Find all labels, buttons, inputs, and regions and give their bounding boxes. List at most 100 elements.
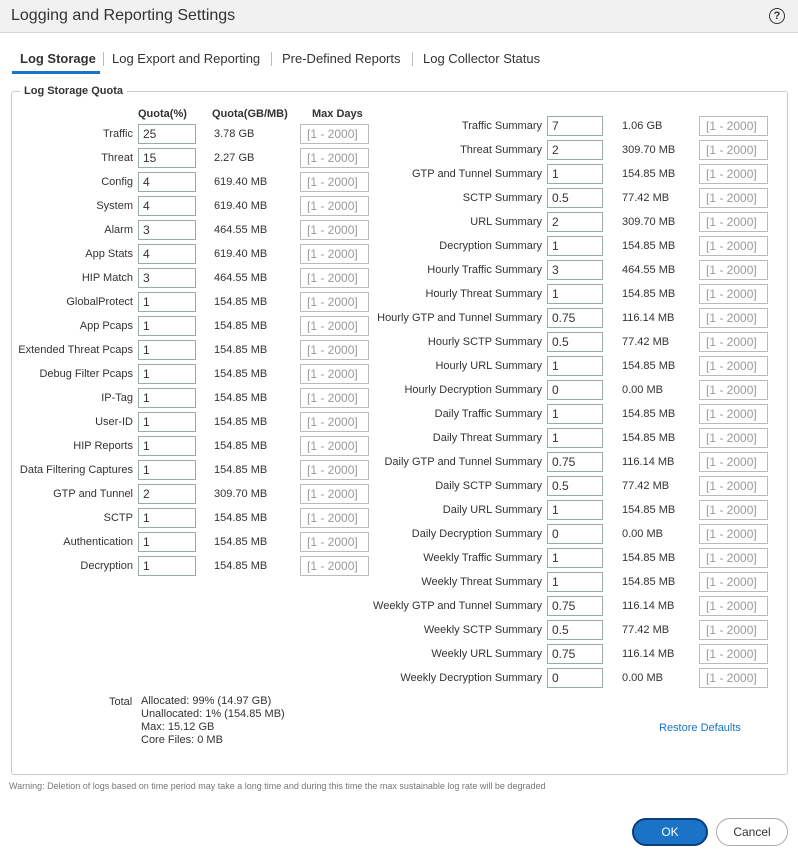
max-days-input[interactable]: [1 - 2000] <box>699 236 768 256</box>
quota-input[interactable]: 2 <box>547 140 603 160</box>
max-days-input[interactable]: [1 - 2000] <box>300 172 369 192</box>
help-icon[interactable]: ? <box>769 8 785 24</box>
quota-input[interactable]: 25 <box>138 124 196 144</box>
quota-input[interactable]: 1 <box>547 500 603 520</box>
max-days-input[interactable]: [1 - 2000] <box>699 524 768 544</box>
max-days-input[interactable]: [1 - 2000] <box>300 244 369 264</box>
quota-input[interactable]: 1 <box>138 340 196 360</box>
max-days-input[interactable]: [1 - 2000] <box>699 404 768 424</box>
max-days-input[interactable]: [1 - 2000] <box>300 412 369 432</box>
quota-input[interactable]: 0 <box>547 380 603 400</box>
max-days-input[interactable]: [1 - 2000] <box>300 484 369 504</box>
max-days-input[interactable]: [1 - 2000] <box>699 332 768 352</box>
max-days-input[interactable]: [1 - 2000] <box>699 620 768 640</box>
max-days-input[interactable]: [1 - 2000] <box>300 436 369 456</box>
row-label: Daily Threat Summary <box>432 432 542 444</box>
max-days-input[interactable]: [1 - 2000] <box>699 452 768 472</box>
quota-input[interactable]: 1 <box>547 236 603 256</box>
quota-input[interactable]: 0.5 <box>547 332 603 352</box>
quota-input[interactable]: 0.75 <box>547 644 603 664</box>
quota-input[interactable]: 15 <box>138 148 196 168</box>
quota-input[interactable]: 0.5 <box>547 476 603 496</box>
max-days-input[interactable]: [1 - 2000] <box>699 548 768 568</box>
quota-input[interactable]: 1 <box>547 284 603 304</box>
quota-input[interactable]: 1 <box>547 404 603 424</box>
max-days-input[interactable]: [1 - 2000] <box>699 116 768 136</box>
max-days-input[interactable]: [1 - 2000] <box>699 596 768 616</box>
quota-size: 0.00 MB <box>622 384 663 396</box>
quota-input[interactable]: 1 <box>138 292 196 312</box>
quota-input[interactable]: 1 <box>547 164 603 184</box>
quota-input[interactable]: 1 <box>547 356 603 376</box>
quota-input[interactable]: 1 <box>547 428 603 448</box>
quota-input[interactable]: 1 <box>138 460 196 480</box>
max-days-input[interactable]: [1 - 2000] <box>699 476 768 496</box>
quota-input[interactable]: 3 <box>547 260 603 280</box>
max-days-input[interactable]: [1 - 2000] <box>300 316 369 336</box>
tab[interactable]: Pre-Defined Reports <box>282 51 401 66</box>
restore-defaults-link[interactable]: Restore Defaults <box>659 722 741 734</box>
quota-input[interactable]: 0.5 <box>547 620 603 640</box>
max-days-input[interactable]: [1 - 2000] <box>300 292 369 312</box>
max-days-input[interactable]: [1 - 2000] <box>699 260 768 280</box>
quota-input[interactable]: 2 <box>138 484 196 504</box>
quota-input[interactable]: 1 <box>138 364 196 384</box>
max-days-input[interactable]: [1 - 2000] <box>699 284 768 304</box>
quota-input[interactable]: 4 <box>138 172 196 192</box>
quota-input[interactable]: 1 <box>138 532 196 552</box>
quota-input[interactable]: 1 <box>547 572 603 592</box>
max-days-input[interactable]: [1 - 2000] <box>699 188 768 208</box>
quota-input[interactable]: 3 <box>138 268 196 288</box>
max-days-input[interactable]: [1 - 2000] <box>300 196 369 216</box>
quota-input[interactable]: 7 <box>547 116 603 136</box>
max-days-input[interactable]: [1 - 2000] <box>699 428 768 448</box>
quota-input[interactable]: 4 <box>138 244 196 264</box>
max-days-input[interactable]: [1 - 2000] <box>300 532 369 552</box>
quota-input[interactable]: 1 <box>138 556 196 576</box>
max-days-input[interactable]: [1 - 2000] <box>300 508 369 528</box>
tab[interactable]: Log Storage <box>20 51 96 66</box>
cancel-button[interactable]: Cancel <box>716 818 788 846</box>
max-days-input[interactable]: [1 - 2000] <box>300 148 369 168</box>
quota-size: 154.85 MB <box>622 288 676 300</box>
quota-input[interactable]: 4 <box>138 196 196 216</box>
max-days-input[interactable]: [1 - 2000] <box>699 212 768 232</box>
max-days-input[interactable]: [1 - 2000] <box>699 668 768 688</box>
max-days-input[interactable]: [1 - 2000] <box>699 308 768 328</box>
quota-input[interactable]: 0.75 <box>547 308 603 328</box>
max-days-input[interactable]: [1 - 2000] <box>699 164 768 184</box>
tab[interactable]: Log Export and Reporting <box>112 51 261 66</box>
quota-input[interactable]: 1 <box>138 436 196 456</box>
max-days-input[interactable]: [1 - 2000] <box>699 572 768 592</box>
max-days-input[interactable]: [1 - 2000] <box>300 268 369 288</box>
max-days-input[interactable]: [1 - 2000] <box>699 644 768 664</box>
quota-input[interactable]: 3 <box>138 220 196 240</box>
max-days-input[interactable]: [1 - 2000] <box>300 364 369 384</box>
quota-input[interactable]: 1 <box>138 412 196 432</box>
tab[interactable]: Log Collector Status <box>423 51 541 66</box>
quota-input[interactable]: 1 <box>547 548 603 568</box>
max-days-input[interactable]: [1 - 2000] <box>699 500 768 520</box>
quota-input[interactable]: 1 <box>138 508 196 528</box>
max-days-input[interactable]: [1 - 2000] <box>699 140 768 160</box>
total-line: Unallocated: 1% (154.85 MB) <box>141 708 285 720</box>
max-days-input[interactable]: [1 - 2000] <box>300 460 369 480</box>
quota-input[interactable]: 2 <box>547 212 603 232</box>
quota-input[interactable]: 0.75 <box>547 452 603 472</box>
quota-input[interactable]: 0 <box>547 524 603 544</box>
quota-input[interactable]: 0.5 <box>547 188 603 208</box>
max-days-input[interactable]: [1 - 2000] <box>300 124 369 144</box>
max-days-input[interactable]: [1 - 2000] <box>699 380 768 400</box>
quota-input[interactable]: 0.75 <box>547 596 603 616</box>
max-days-input[interactable]: [1 - 2000] <box>300 556 369 576</box>
max-days-input[interactable]: [1 - 2000] <box>300 340 369 360</box>
quota-input[interactable]: 1 <box>138 388 196 408</box>
max-days-input[interactable]: [1 - 2000] <box>699 356 768 376</box>
quota-input[interactable]: 0 <box>547 668 603 688</box>
max-days-input[interactable]: [1 - 2000] <box>300 388 369 408</box>
max-days-input[interactable]: [1 - 2000] <box>300 220 369 240</box>
quota-input[interactable]: 1 <box>138 316 196 336</box>
ok-button[interactable]: OK <box>632 818 708 846</box>
total-label: Total <box>109 696 133 708</box>
